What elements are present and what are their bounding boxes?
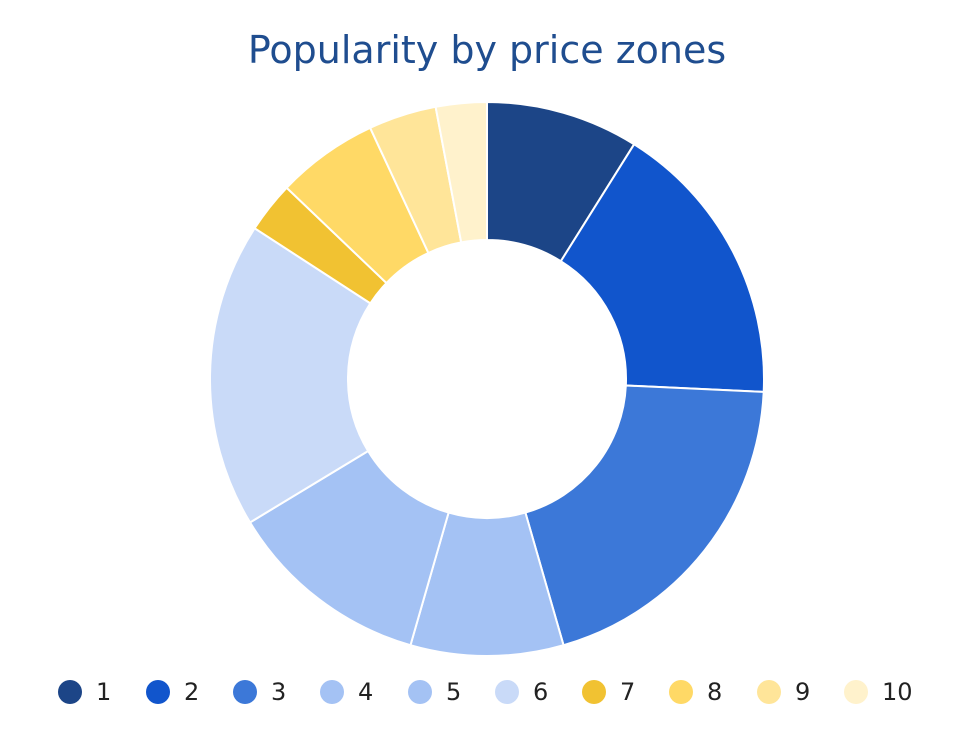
legend-label: 10: [882, 678, 913, 706]
legend-swatch: [844, 680, 868, 704]
legend-label: 7: [620, 678, 636, 706]
legend-item-9[interactable]: 9: [757, 676, 810, 708]
legend-label: 5: [446, 678, 462, 706]
legend-label: 2: [184, 678, 200, 706]
legend-item-4[interactable]: 4: [320, 676, 373, 708]
legend-swatch: [495, 680, 519, 704]
legend-item-7[interactable]: 7: [582, 676, 635, 708]
legend-item-6[interactable]: 6: [495, 676, 548, 708]
legend-label: 3: [271, 678, 287, 706]
legend-item-10[interactable]: 10: [844, 676, 913, 708]
legend-swatch: [146, 680, 170, 704]
legend-swatch: [58, 680, 82, 704]
chart-title: Popularity by price zones: [247, 28, 727, 72]
legend-swatch: [669, 680, 693, 704]
legend-swatch: [233, 680, 257, 704]
legend-label: 6: [533, 678, 549, 706]
slice-2[interactable]: [559, 142, 765, 393]
slice-3[interactable]: [524, 384, 765, 647]
legend-swatch: [320, 680, 344, 704]
slice-6[interactable]: [209, 226, 372, 524]
legend-label: 8: [707, 678, 723, 706]
legend-label: 9: [795, 678, 811, 706]
legend-swatch: [582, 680, 606, 704]
legend-swatch: [408, 680, 432, 704]
legend-swatch: [757, 680, 781, 704]
legend-item-1[interactable]: 1: [58, 676, 111, 708]
legend-label: 1: [96, 678, 112, 706]
legend-item-2[interactable]: 2: [146, 676, 199, 708]
legend: 1 2 3 4 5 6 7 8 9 10: [0, 676, 974, 708]
legend-item-5[interactable]: 5: [408, 676, 461, 708]
legend-item-8[interactable]: 8: [669, 676, 722, 708]
legend-item-3[interactable]: 3: [233, 676, 286, 708]
legend-label: 4: [358, 678, 374, 706]
slice-10[interactable]: [434, 100, 488, 244]
